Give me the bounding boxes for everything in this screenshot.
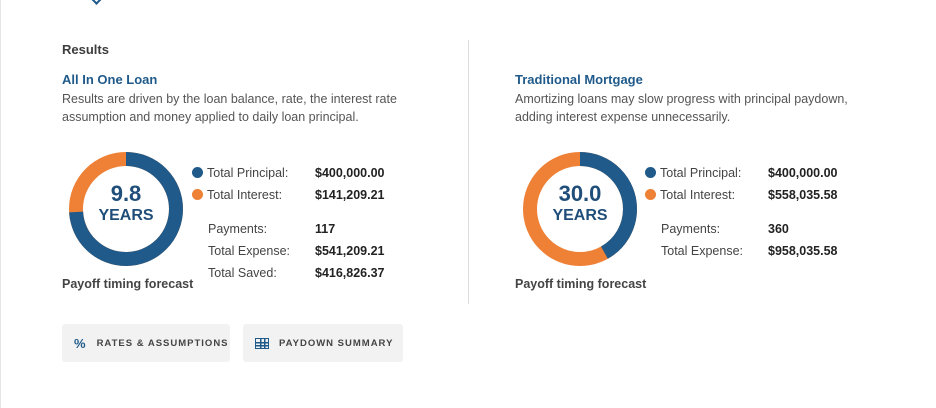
principal-legend-dot — [192, 167, 203, 178]
traditional-years-value: 30.0 — [558, 181, 602, 206]
traditional-caption: Payoff timing forecast — [515, 277, 647, 291]
payments-value: 117 — [315, 222, 336, 236]
saved-value: $416,826.37 — [315, 266, 385, 280]
paydown-summary-label: PAYDOWN SUMMARY — [279, 337, 394, 349]
rates-assumptions-label: RATES & ASSUMPTIONS — [96, 337, 229, 349]
traditional-title: Traditional Mortgage — [515, 72, 643, 87]
all-in-one-donut-label: 9.8 YEARS — [68, 151, 184, 267]
table-icon — [255, 337, 269, 349]
principal-value: $400,000.00 — [315, 166, 385, 180]
traditional-donut: 30.0 YEARS — [522, 151, 638, 267]
all-in-one-years-value: 9.8 — [110, 181, 142, 206]
interest-legend-dot — [645, 189, 656, 200]
all-in-one-principal-arc — [69, 152, 183, 266]
principal-label: Total Principal: — [207, 166, 289, 180]
interest-legend-dot — [192, 189, 203, 200]
payments-value: 360 — [768, 222, 789, 236]
saved-label: Total Saved: — [208, 266, 277, 280]
traditional-donut-svg — [523, 152, 637, 266]
traditional-description: Amortizing loans may slow progress with … — [515, 92, 848, 124]
all-in-one-donut-svg — [69, 152, 183, 266]
traditional-years-unit: YEARS — [552, 207, 608, 224]
principal-legend-dot — [645, 167, 656, 178]
principal-value: $400,000.00 — [768, 166, 838, 180]
interest-value: $141,209.21 — [315, 188, 385, 202]
principal-label: Total Principal: — [660, 166, 742, 180]
interest-value: $558,035.58 — [768, 188, 838, 202]
all-in-one-title: All In One Loan — [62, 72, 158, 87]
left-border — [0, 0, 1, 408]
all-in-one-donut: 9.8 YEARS — [68, 151, 184, 267]
percent-icon: % — [74, 335, 87, 351]
results-heading: Results — [62, 42, 109, 57]
paydown-summary-button[interactable]: PAYDOWN SUMMARY — [243, 324, 403, 362]
traditional-principal-arc — [523, 152, 637, 266]
expense-label: Total Expense: — [661, 244, 743, 258]
interest-label: Total Interest: — [660, 188, 736, 202]
all-in-one-description: Results are driven by the loan balance, … — [62, 92, 397, 124]
all-in-one-panel-header: All In One Loan Results are driven by th… — [62, 72, 422, 126]
interest-label: Total Interest: — [207, 188, 283, 202]
payments-label: Payments: — [208, 222, 268, 236]
traditional-panel-header: Traditional Mortgage Amortizing loans ma… — [515, 72, 875, 126]
chevron-down-icon[interactable] — [90, 0, 103, 5]
traditional-donut-label: 30.0 YEARS — [522, 151, 638, 267]
rates-assumptions-button[interactable]: % RATES & ASSUMPTIONS — [62, 324, 230, 362]
expense-value: $541,209.21 — [315, 244, 385, 258]
payments-label: Payments: — [661, 222, 721, 236]
expense-value: $958,035.58 — [768, 244, 838, 258]
expense-label: Total Expense: — [208, 244, 290, 258]
all-in-one-caption: Payoff timing forecast — [62, 277, 194, 291]
column-divider — [468, 40, 469, 304]
all-in-one-years-unit: YEARS — [98, 207, 154, 224]
